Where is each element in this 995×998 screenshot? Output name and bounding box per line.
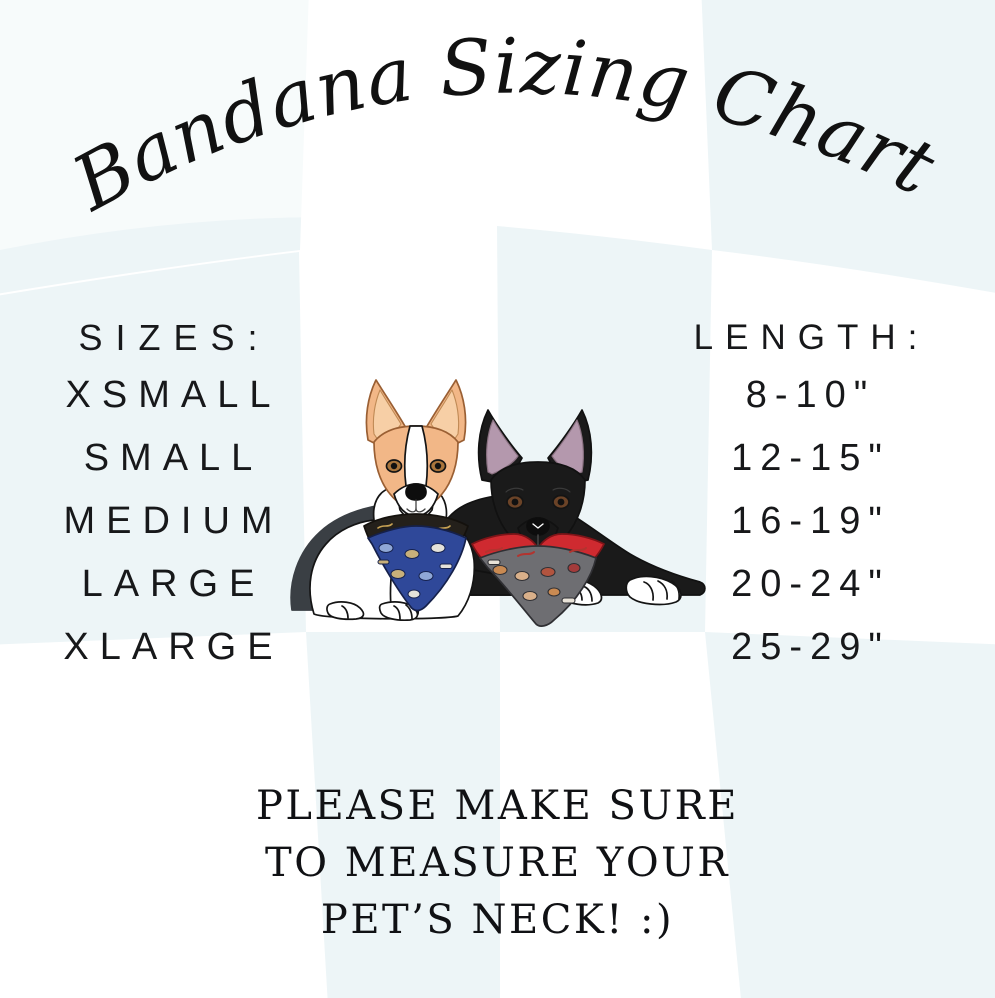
note-line-1: PLEASE MAKE SURE bbox=[256, 783, 739, 829]
page-title: Bandana Sizing Chart bbox=[57, 21, 950, 228]
size-row-xsmall: XSMALL bbox=[65, 374, 282, 416]
length-row-medium: 16-19" bbox=[731, 500, 890, 542]
size-row-small: SMALL bbox=[83, 437, 264, 479]
length-row-small: 12-15" bbox=[731, 437, 890, 479]
sizes-column: SIZES: XSMALL SMALL MEDIUM LARGE XLARGE bbox=[8, 312, 328, 679]
two-dogs-illustration bbox=[290, 379, 706, 627]
note-line-3: PET’S NECK! :) bbox=[320, 897, 675, 943]
note-line-2: TO MEASURE YOUR bbox=[265, 840, 730, 886]
length-row-large: 20-24" bbox=[731, 563, 890, 605]
size-row-xlarge: XLARGE bbox=[63, 626, 284, 668]
sizes-header: SIZES: bbox=[78, 317, 271, 358]
size-row-large: LARGE bbox=[81, 563, 266, 605]
size-row-medium: MEDIUM bbox=[63, 500, 284, 542]
lengths-header: LENGTH: bbox=[693, 318, 930, 357]
page-title-textpath: Bandana Sizing Chart bbox=[57, 21, 949, 228]
length-row-xsmall: 8-10" bbox=[745, 374, 876, 416]
page-title-text: Bandana Sizing Chart bbox=[57, 21, 950, 228]
measurement-note: PLEASE MAKE SURE TO MEASURE YOUR PET’S N… bbox=[0, 778, 995, 949]
